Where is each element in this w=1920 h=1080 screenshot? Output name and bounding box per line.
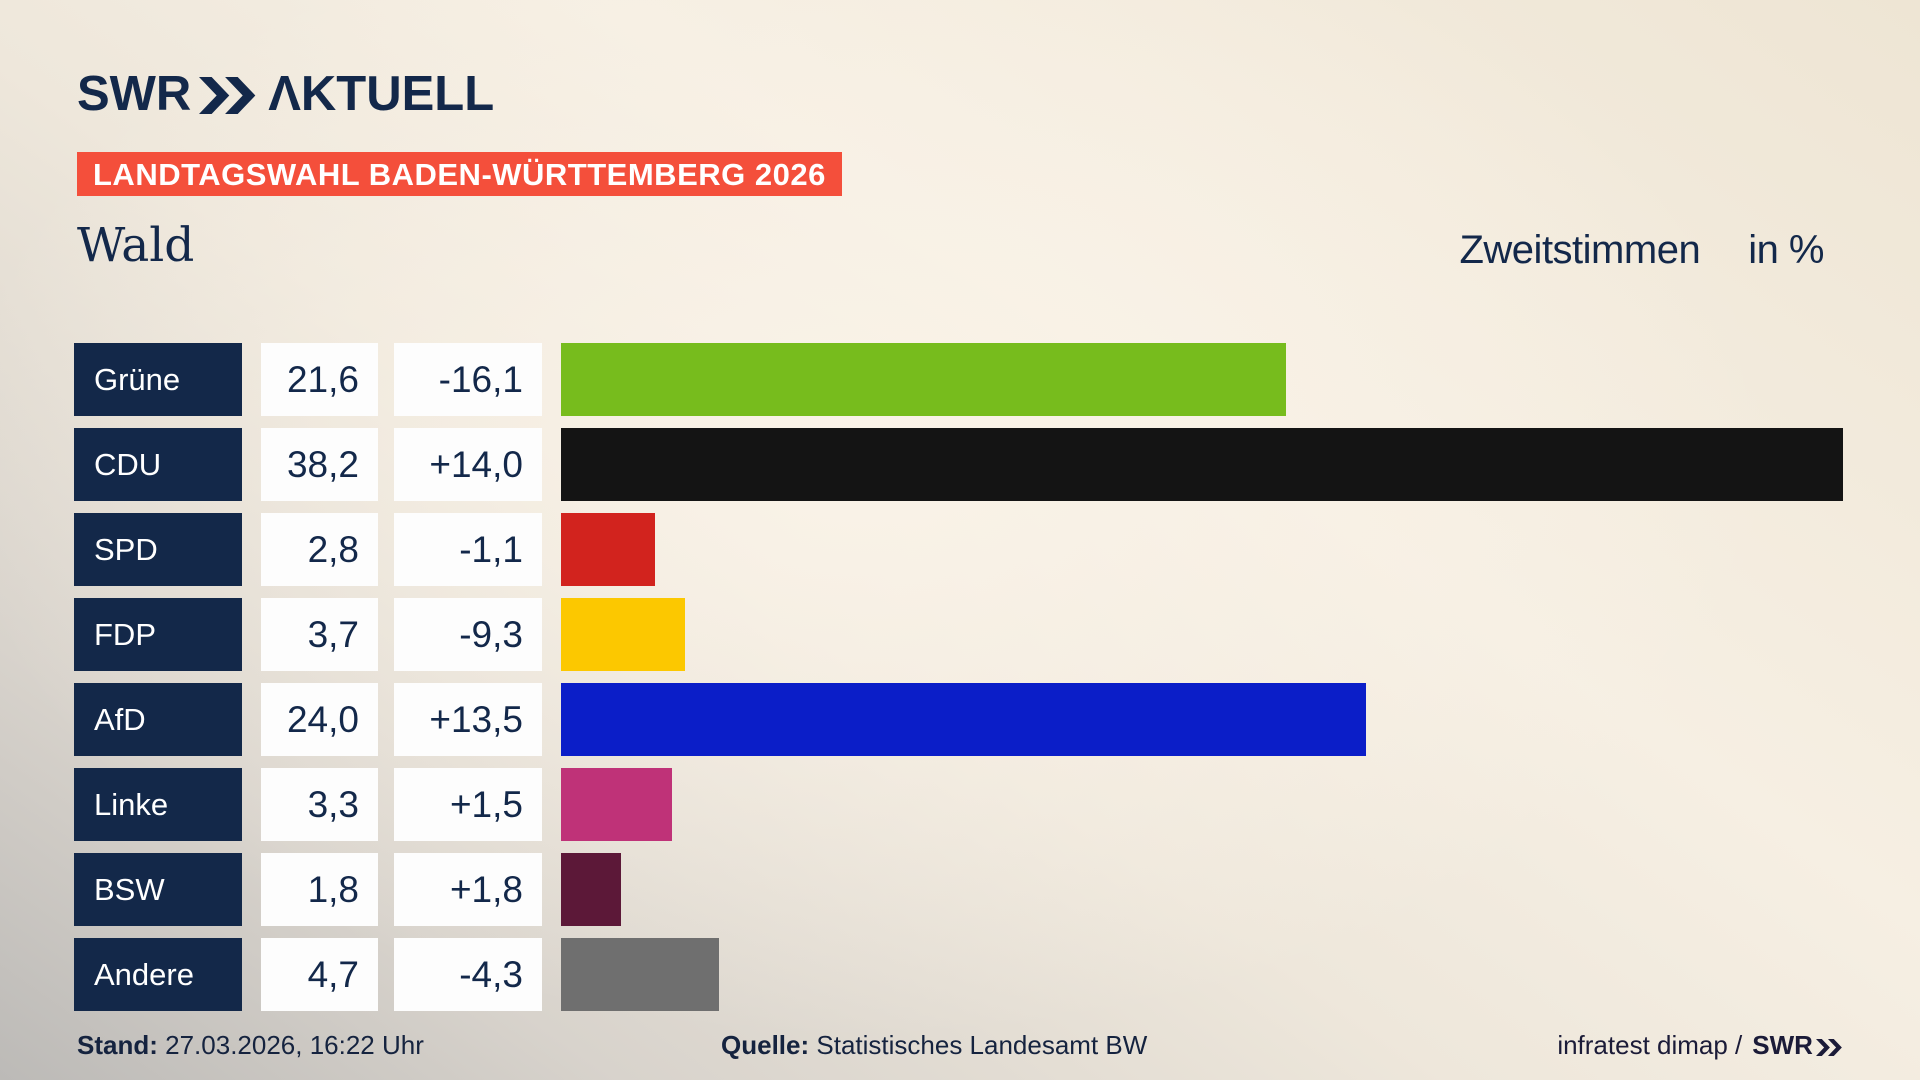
- party-value: 3,7: [261, 598, 378, 671]
- party-row: CDU 38,2 +14,0: [0, 428, 1920, 501]
- party-label: CDU: [74, 428, 242, 501]
- party-bar: [561, 428, 1843, 501]
- election-badge: LANDTAGSWAHL BADEN-WÜRTTEMBERG 2026: [77, 152, 842, 196]
- party-row: Andere 4,7 -4,3: [0, 938, 1920, 1011]
- party-value: 2,8: [261, 513, 378, 586]
- party-bar: [561, 598, 685, 671]
- credit-brand-text: SWR: [1752, 1030, 1813, 1060]
- party-bar: [561, 513, 655, 586]
- timestamp-label: Stand:: [77, 1030, 158, 1060]
- party-change: +14,0: [394, 428, 542, 501]
- party-label: FDP: [74, 598, 242, 671]
- credit: infratest dimap / SWR: [1557, 1030, 1843, 1061]
- party-value: 4,7: [261, 938, 378, 1011]
- party-label: AfD: [74, 683, 242, 756]
- party-row: AfD 24,0 +13,5: [0, 683, 1920, 756]
- source-value: Statistisches Landesamt BW: [816, 1030, 1148, 1060]
- party-bar: [561, 853, 621, 926]
- credit-swr-chevrons-icon: [1815, 1038, 1842, 1056]
- party-change: -4,3: [394, 938, 542, 1011]
- vote-type-label: Zweitstimmen in %: [1459, 228, 1824, 273]
- party-change: -9,3: [394, 598, 542, 671]
- party-label: SPD: [74, 513, 242, 586]
- party-value: 21,6: [261, 343, 378, 416]
- party-change: -1,1: [394, 513, 542, 586]
- party-label: BSW: [74, 853, 242, 926]
- party-label: Linke: [74, 768, 242, 841]
- party-row: Grüne 21,6 -16,1: [0, 343, 1920, 416]
- party-value: 38,2: [261, 428, 378, 501]
- party-bar: [561, 343, 1286, 416]
- party-change: +13,5: [394, 683, 542, 756]
- source-label: Quelle:: [721, 1030, 810, 1060]
- measure-text: Zweitstimmen: [1459, 228, 1701, 272]
- swr-aktuell-logo: SWR ΛKTUELL: [77, 66, 494, 122]
- source: Quelle: Statistisches Landesamt BW: [721, 1030, 1147, 1061]
- party-change: +1,5: [394, 768, 542, 841]
- swr-chevrons-icon: [199, 76, 256, 114]
- page-title: Wald: [77, 218, 195, 273]
- timestamp: Stand: 27.03.2026, 16:22 Uhr: [77, 1030, 424, 1061]
- party-value: 24,0: [261, 683, 378, 756]
- logo-aktuell-text: ΛKTUELL: [268, 67, 495, 121]
- party-row: SPD 2,8 -1,1: [0, 513, 1920, 586]
- party-bar: [561, 768, 672, 841]
- party-label: Andere: [74, 938, 242, 1011]
- party-change: -16,1: [394, 343, 542, 416]
- party-row: FDP 3,7 -9,3: [0, 598, 1920, 671]
- party-bar: [561, 938, 719, 1011]
- party-row: Linke 3,3 +1,5: [0, 768, 1920, 841]
- party-label: Grüne: [74, 343, 242, 416]
- party-value: 1,8: [261, 853, 378, 926]
- unit-text: in %: [1748, 228, 1824, 272]
- party-row: BSW 1,8 +1,8: [0, 853, 1920, 926]
- results-chart: Grüne 21,6 -16,1 CDU 38,2 +14,0 SPD 2,8 …: [0, 343, 1920, 1023]
- party-bar: [561, 683, 1366, 756]
- logo-swr-text: SWR: [77, 67, 192, 121]
- credit-text: infratest dimap /: [1557, 1030, 1743, 1060]
- timestamp-value: 27.03.2026, 16:22 Uhr: [165, 1030, 424, 1060]
- party-value: 3,3: [261, 768, 378, 841]
- party-change: +1,8: [394, 853, 542, 926]
